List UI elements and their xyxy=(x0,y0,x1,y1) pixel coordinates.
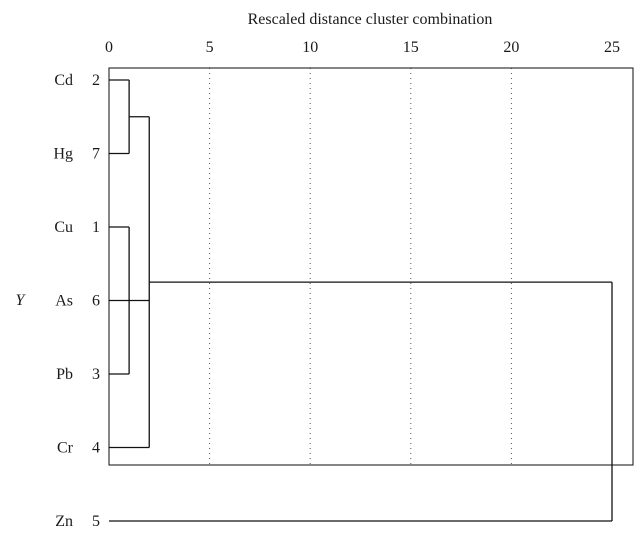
leaf-name-as: As xyxy=(55,293,73,310)
leaf-case-number: 2 xyxy=(92,72,100,89)
leaf-name-pb: Pb xyxy=(56,366,73,383)
dendrogram-links xyxy=(109,79,613,522)
x-tick-label: 15 xyxy=(403,39,419,56)
leaf-case-number: 5 xyxy=(92,513,100,530)
leaf-name-zn: Zn xyxy=(55,513,73,530)
leaf-name-cu: Cu xyxy=(54,219,73,236)
leaf-name-cr: Cr xyxy=(57,440,74,457)
leaf-case-number: 7 xyxy=(92,146,100,163)
leaf-case-number: 4 xyxy=(92,440,100,457)
x-tick-label: 0 xyxy=(105,39,113,56)
leaf-labels: Cd 2 Hg 7 Cu 1 As 6 Pb 3 Cr 4 Zn 5 xyxy=(53,72,100,530)
grid-lines xyxy=(209,68,512,465)
leaf-case-number: 6 xyxy=(92,293,100,310)
leaf-case-number: 1 xyxy=(92,219,100,236)
y-axis-label: Y xyxy=(16,292,27,309)
x-tick-label: 10 xyxy=(302,39,318,56)
x-tick-label: 20 xyxy=(503,39,519,56)
leaf-case-number: 3 xyxy=(92,366,100,383)
chart-title: Rescaled distance cluster combination xyxy=(248,11,493,28)
x-tick-label: 5 xyxy=(206,39,214,56)
x-axis-ticks: 0 5 10 15 20 25 xyxy=(105,39,620,56)
leaf-name-cd: Cd xyxy=(54,72,73,89)
x-tick-label: 25 xyxy=(604,39,620,56)
leaf-name-hg: Hg xyxy=(53,146,73,163)
plot-frame xyxy=(108,67,634,466)
